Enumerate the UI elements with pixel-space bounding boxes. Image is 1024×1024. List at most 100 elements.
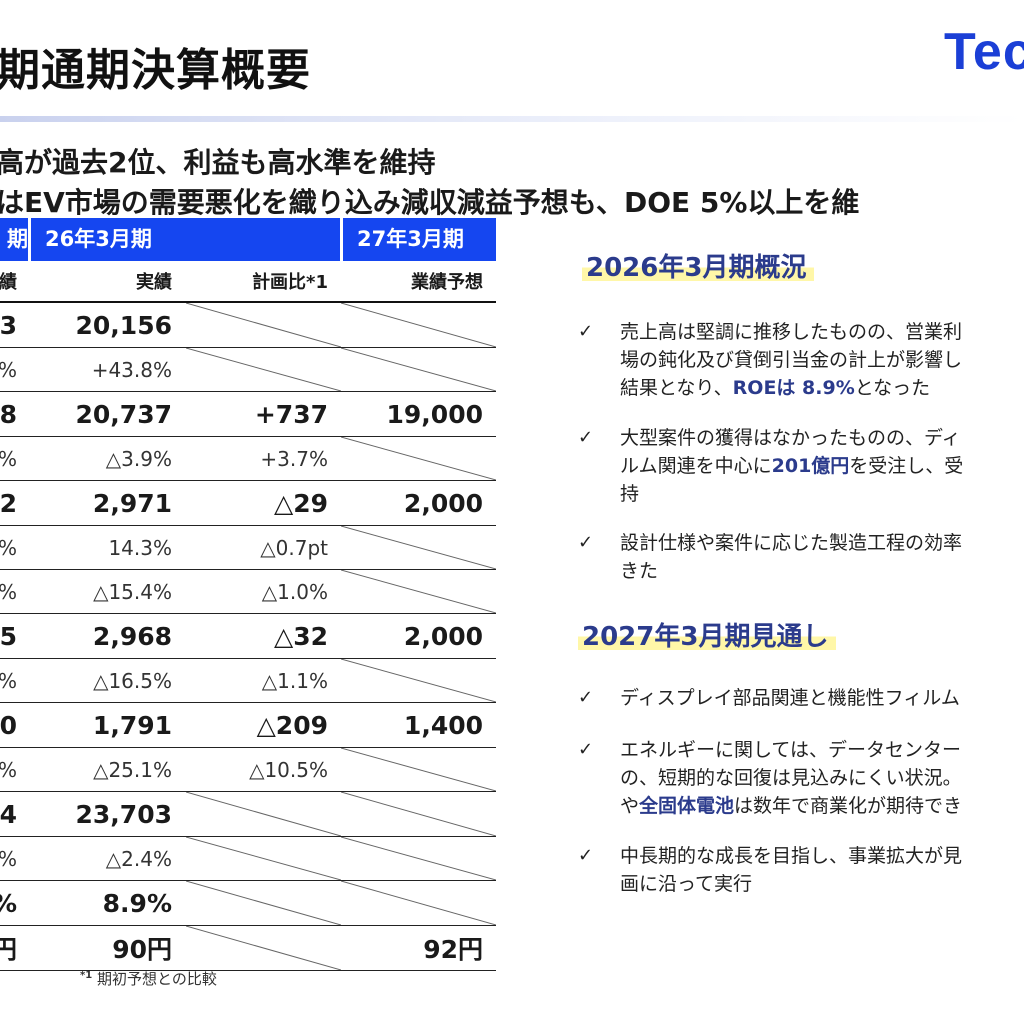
footnote-text: 期初予想との比較 — [96, 970, 217, 988]
bullet-line: 持 — [620, 480, 1024, 508]
table-group-header: 期 26年3月期 27年3月期 — [0, 218, 496, 261]
header-fy26-label: 26年3月期 — [45, 227, 152, 251]
table-cell-c2: +3.7% — [260, 446, 328, 471]
bullet-line: ディスプレイ部品関連と機能性フィルム — [620, 684, 1024, 712]
table-cell-c2: +737 — [254, 399, 328, 429]
table-row: % △16.5% △1.1% — [0, 659, 496, 703]
highlighted-figure: 全固体電池 — [639, 795, 735, 817]
financial-summary-table: 期 26年3月期 27年3月期 績 実績 計画比*1 業績予想 3 20,156%… — [0, 218, 496, 971]
bullet-line: きた — [620, 557, 1024, 585]
table-cell-c1: 90円 — [112, 935, 172, 964]
bullet-text: エネルギーに関しては、データセンター — [620, 739, 962, 761]
table-cell-c0: 3 — [0, 310, 17, 340]
company-logo: Tec — [944, 23, 1024, 81]
checkmark-icon: ✓ — [578, 687, 594, 708]
col-actual: 実績 — [136, 272, 172, 293]
bullet-text: ルム関連を中心に — [620, 455, 772, 477]
table-body: 3 20,156% +43.8% 8 20,737 +737 19,000% △3.9% +3.… — [0, 303, 496, 971]
table-cell-c3: 19,000 — [386, 399, 483, 429]
table-cell-c1: 8.9% — [102, 888, 172, 918]
checkmark-icon: ✓ — [578, 532, 594, 553]
table-cell-c0: % — [0, 570, 17, 613]
title-divider — [0, 116, 1024, 122]
col-forecast: 業績予想 — [411, 272, 483, 293]
bullet-text: 設計仕様や案件に応じた製造工程の効率 — [620, 532, 963, 554]
bullet-text: は数年で商業化が期待でき — [734, 795, 963, 817]
table-row: 円 90円 92円 — [0, 926, 496, 971]
empty-cell-slash — [341, 303, 496, 347]
bullet-line: エネルギーに関しては、データセンター — [620, 736, 1024, 764]
table-row: % △3.9% +3.7% — [0, 437, 496, 481]
table-cell-c0: 5 — [0, 621, 17, 651]
empty-cell-slash — [341, 881, 496, 925]
headline-summary-1: 高が過去2位、利益も高水準を維持 — [0, 146, 436, 179]
empty-cell-slash — [341, 526, 496, 569]
bullet-text: きた — [620, 560, 659, 582]
table-cell-c1: 23,703 — [75, 799, 172, 829]
bullet-item: ✓ 大型案件の獲得はなかったものの、ディ ルム関連を中心に201億円を受注し、受持 — [578, 424, 1024, 508]
table-cell-c3: 92円 — [423, 935, 483, 964]
page-title: 期通期決算概要 — [0, 45, 311, 96]
bullet-line: 大型案件の獲得はなかったものの、ディ — [620, 424, 1024, 452]
table-cell-c2: △10.5% — [249, 757, 328, 782]
table-cell-c2: △32 — [273, 621, 328, 651]
bullet-text: の、短期的な回復は見込みにくい状況。 — [620, 767, 962, 789]
empty-cell-slash — [341, 348, 496, 391]
table-cell-c0: % — [0, 437, 17, 480]
table-cell-c2: △0.7pt — [260, 535, 328, 560]
headline-summary-2: はEV市場の需要悪化を織り込み減収減益予想も、DOE 5%以上を維 — [0, 186, 860, 219]
table-row: 0 1,791 △209 1,400 — [0, 703, 496, 748]
bullet-text: となった — [854, 377, 931, 399]
table-cell-c1: 20,156 — [75, 310, 172, 340]
bullet-text: 場の鈍化及び貸倒引当金の計上が影響し — [620, 349, 963, 371]
col-prev-actual: 績 — [0, 272, 17, 293]
empty-cell-slash — [186, 926, 341, 970]
table-cell-c1: 2,971 — [92, 488, 172, 518]
table-cell-c1: 20,737 — [75, 399, 172, 429]
bullet-text: ディスプレイ部品関連と機能性フィルム — [620, 687, 960, 709]
bullet-item: ✓ 中長期的な成長を目指し、事業拡大が見 画に沿って実行 — [578, 842, 1024, 898]
empty-cell-slash — [186, 303, 341, 347]
bullet-item: ✓ 売上高は堅調に推移したものの、営業利 場の鈍化及び貸倒引当金の計上が影響し 結果と… — [578, 318, 1024, 402]
table-cell-c2: △1.1% — [261, 668, 328, 693]
footnote-mark: *1 — [80, 970, 93, 981]
bullet-line: や全固体電池は数年で商業化が期待でき — [620, 792, 1024, 820]
table-cell-c0: % — [0, 659, 17, 702]
table-cell-c1: △25.1% — [93, 757, 172, 782]
header-fy27-label: 27年3月期 — [357, 227, 464, 251]
header-prev-period: 期 — [0, 218, 28, 261]
checkmark-icon: ✓ — [578, 845, 594, 866]
table-cell-c2: △1.0% — [261, 579, 328, 604]
table-cell-c3: 2,000 — [403, 621, 483, 651]
empty-cell-slash — [341, 437, 496, 480]
col-plan-ratio: 計画比*1 — [252, 272, 328, 293]
empty-cell-slash — [186, 837, 341, 880]
table-cell-c1: 2,968 — [92, 621, 172, 651]
bullet-item: ✓ ディスプレイ部品関連と機能性フィルム — [578, 684, 1024, 712]
bullet-text: 中長期的な成長を目指し、事業拡大が見 — [620, 845, 963, 867]
bullet-line: 中長期的な成長を目指し、事業拡大が見 — [620, 842, 1024, 870]
bullet-line: の、短期的な回復は見込みにくい状況。 — [620, 764, 1024, 792]
bullet-item: ✓ 設計仕様や案件に応じた製造工程の効率 きた — [578, 529, 1024, 585]
bullet-line: ルム関連を中心に201億円を受注し、受 — [620, 452, 1024, 480]
bullet-text: 結果となり、 — [620, 377, 733, 399]
table-cell-c1: △2.4% — [105, 846, 172, 871]
header-fy27: 27年3月期 — [343, 218, 496, 261]
table-cell-c0: % — [0, 837, 17, 880]
table-cell-c0: 円 — [0, 935, 17, 964]
table-cell-c0: 8 — [0, 399, 17, 429]
table-row: 5 2,968 △32 2,000 — [0, 614, 496, 659]
bullet-line: 結果となり、ROEは 8.9%となった — [620, 374, 1024, 402]
table-row: % +43.8% — [0, 348, 496, 392]
table-column-header: 績 実績 計画比*1 業績予想 — [0, 261, 496, 303]
bullet-item: ✓ エネルギーに関しては、データセンター の、短期的な回復は見込みにくい状況。や全固… — [578, 736, 1024, 820]
table-cell-c3: 1,400 — [403, 710, 483, 740]
checkmark-icon: ✓ — [578, 739, 594, 760]
bullet-line: 場の鈍化及び貸倒引当金の計上が影響し — [620, 346, 1024, 374]
empty-cell-slash — [341, 837, 496, 880]
table-row: 3 20,156 — [0, 303, 496, 348]
table-row: % 14.3% △0.7pt — [0, 526, 496, 570]
bullet-text: 持 — [620, 483, 640, 505]
bullet-line: 売上高は堅調に推移したものの、営業利 — [620, 318, 1024, 346]
table-row: % △2.4% — [0, 837, 496, 881]
